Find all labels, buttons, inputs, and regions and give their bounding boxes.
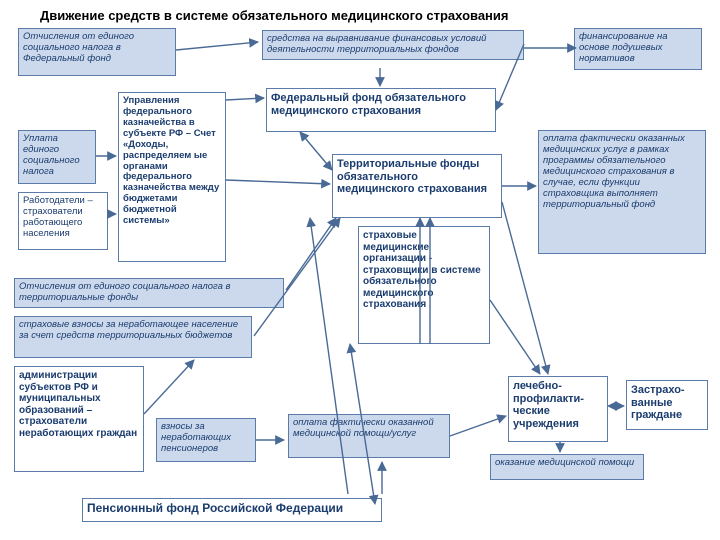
node-b7: Федеральный фонд обязательного медицинск… bbox=[266, 88, 496, 132]
arrow-7 bbox=[226, 180, 330, 184]
arrow-6 bbox=[300, 132, 332, 170]
arrow-1 bbox=[226, 98, 264, 100]
arrow-18 bbox=[490, 300, 540, 374]
node-b5: Работодатели – страхователи работающего … bbox=[18, 192, 108, 250]
node-b3: финансирование на основе подушевых норма… bbox=[574, 28, 702, 70]
node-b11: Отчисления от единого социального налога… bbox=[14, 278, 284, 308]
arrow-0 bbox=[176, 42, 258, 50]
arrow-9 bbox=[286, 218, 336, 290]
node-b13: администрации субъектов РФ и муниципальн… bbox=[14, 366, 144, 472]
node-b19: Пенсионный фонд Российской Федерации bbox=[82, 498, 382, 522]
node-b4: Уплата единого социального налога bbox=[18, 130, 96, 184]
node-b14: взносы за неработающих пенсионеров bbox=[156, 418, 256, 462]
node-b18: оказание медицинской помощи bbox=[490, 454, 644, 480]
node-b12: страховые взносы за неработающее населен… bbox=[14, 316, 252, 358]
node-b1: Отчисления от единого социального налога… bbox=[18, 28, 176, 76]
node-b16: лечебно-профилакти-ческие учреждения bbox=[508, 376, 608, 442]
diagram-title: Движение средств в системе обязательного… bbox=[40, 8, 509, 23]
arrow-22 bbox=[450, 416, 506, 436]
arrow-13 bbox=[144, 360, 194, 414]
node-b8: Территориальные фонды обязательного меди… bbox=[332, 154, 502, 218]
node-b9: оплата фактически оказанных медицинских … bbox=[538, 130, 706, 254]
arrow-10 bbox=[254, 218, 340, 336]
node-b15: оплата фактически оказанной медицинской … bbox=[288, 414, 450, 458]
node-b6: Управления федерального казначейства в с… bbox=[118, 92, 226, 262]
node-b17: Застрахо-ванные граждане bbox=[626, 380, 708, 430]
node-b10: страховые медицинские организации - стра… bbox=[358, 226, 490, 344]
node-b2: средства на выравнивание финансовых усло… bbox=[262, 30, 524, 60]
